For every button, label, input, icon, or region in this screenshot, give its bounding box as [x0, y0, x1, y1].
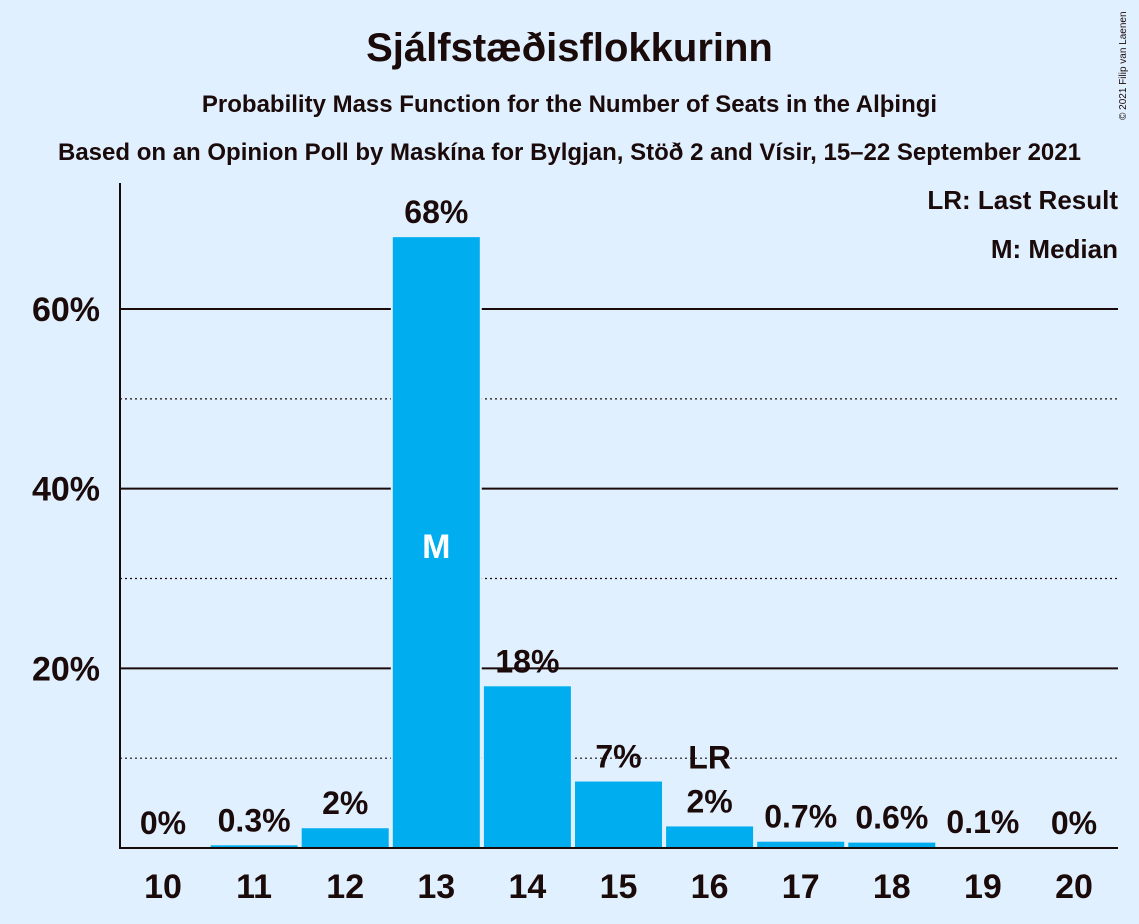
x-tick-label: 19 [964, 868, 1002, 906]
bars [208, 237, 1029, 848]
bar-value-label: 18% [495, 643, 559, 679]
x-tick-label: 14 [508, 868, 546, 906]
bar-value-label: 0.7% [764, 799, 837, 835]
bar-value-label: 68% [404, 194, 468, 230]
last-result-marker: LR [688, 739, 731, 775]
median-marker: M [422, 528, 450, 566]
bar [757, 841, 845, 848]
legend-median: M: Median [991, 234, 1118, 264]
chart-subtitle: Probability Mass Function for the Number… [201, 91, 938, 118]
bar [666, 826, 754, 848]
bar-value-label: 2% [686, 783, 732, 819]
bar-value-label: 0% [140, 805, 186, 841]
x-tick-label: 11 [236, 868, 272, 906]
x-tick-label: 17 [782, 868, 820, 906]
bar [575, 781, 662, 848]
bar-value-label: 2% [322, 785, 368, 821]
y-tick-label: 60% [32, 291, 100, 329]
bar [848, 842, 936, 848]
bar-labels: 0% 0.3% 2% 68% M 18% 7% 2% LR 0.7% 0.6% 0.1% 0% [140, 194, 1097, 841]
gridlines [120, 308, 1118, 759]
poll-source: Based on an Opinion Poll by Maskína for … [58, 139, 1081, 166]
bar-value-label: 0.3% [218, 802, 291, 838]
chart-title: Sjálfstæðisflokkurinn [366, 26, 773, 70]
x-tick-label: 16 [691, 868, 729, 906]
bar [392, 237, 480, 848]
y-tick-label: 40% [32, 471, 100, 509]
bar-value-label: 0.6% [855, 800, 928, 836]
bar-value-label: 7% [595, 739, 641, 775]
x-tick-label: 20 [1055, 868, 1093, 906]
bar-value-label: 0.1% [946, 804, 1019, 840]
bar [210, 845, 298, 848]
x-tick-label: 18 [873, 868, 911, 906]
y-tick-label: 20% [32, 650, 100, 688]
bar-value-label: 0% [1051, 805, 1097, 841]
bar [483, 686, 571, 848]
x-tick-label: 15 [600, 868, 638, 906]
x-tick-label: 13 [417, 868, 455, 906]
x-tick-label: 12 [326, 868, 364, 906]
bar [301, 828, 389, 848]
axes: 20% 40% 60% 10 11 12 13 14 15 16 17 18 19 20 [32, 183, 1118, 906]
x-tick-label: 10 [144, 868, 182, 906]
legend-last-result: LR: Last Result [927, 185, 1118, 215]
